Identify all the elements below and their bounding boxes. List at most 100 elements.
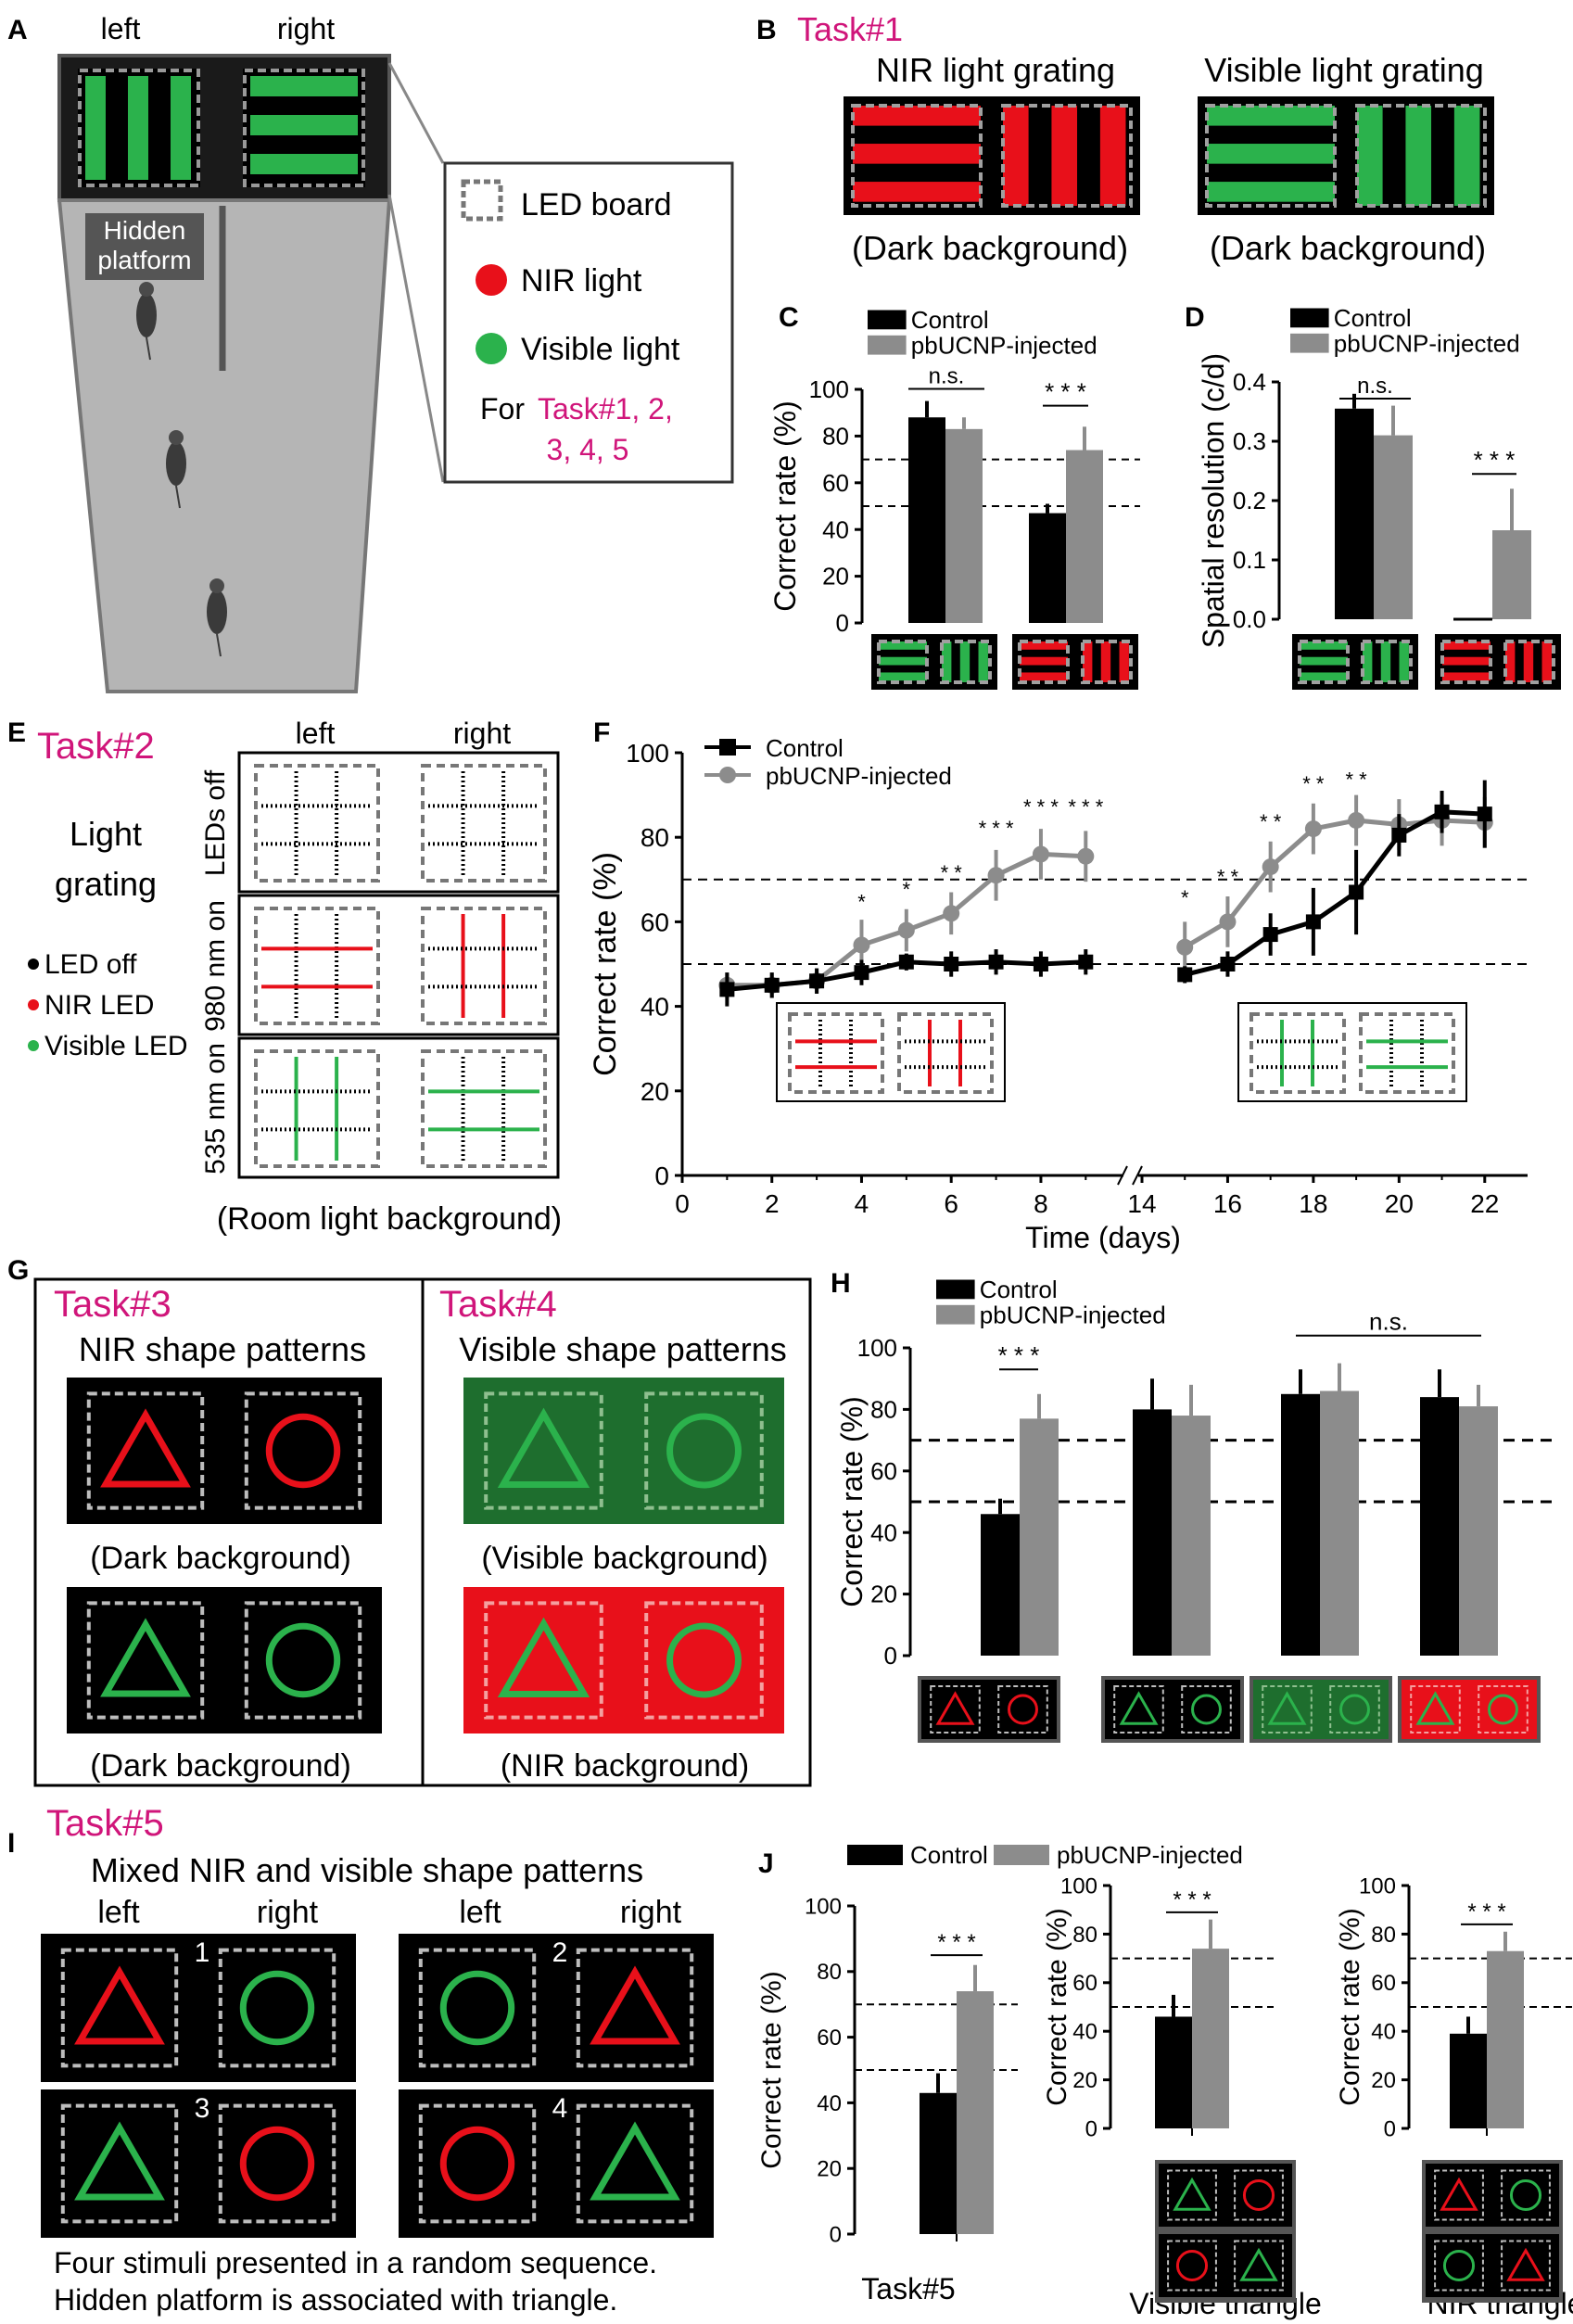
triangle-shape	[1239, 2247, 1278, 2281]
legend-swatch-control	[847, 1845, 903, 1865]
y-tick-label: 0	[884, 1642, 897, 1670]
callout-line	[387, 62, 445, 164]
triangle-shape	[497, 1407, 590, 1489]
grating-bar	[1541, 641, 1552, 682]
col-left-label: left	[296, 717, 336, 750]
significance-label: * * *	[998, 1341, 1040, 1369]
inset-box	[776, 1002, 1006, 1102]
led-board-outline	[484, 1391, 603, 1510]
footnote-1: Four stimuli presented in a random seque…	[54, 2246, 657, 2280]
y-tick-label: 60	[1371, 1971, 1396, 1996]
circle-shape	[666, 1413, 742, 1489]
point-control	[809, 973, 825, 989]
x-tick-label: 14	[1127, 1189, 1156, 1218]
legend-injected-label: pbUCNP-injected	[1057, 1841, 1243, 1869]
legend-injected-label: pbUCNP-injected	[980, 1301, 1166, 1328]
legend-vis-dot	[28, 1040, 39, 1051]
led-board-outline	[930, 1685, 981, 1733]
grating-bar	[1051, 106, 1078, 206]
legend-swatch-injected	[994, 1845, 1049, 1865]
grating-stimulus	[936, 636, 996, 688]
col-right-label: right	[620, 1895, 682, 1930]
led-board-outline	[1262, 1685, 1313, 1733]
x-tick-label: 18	[1299, 1189, 1327, 1218]
circle-shape	[1509, 2178, 1542, 2212]
row-980-label: 980 nm on	[200, 900, 231, 1032]
y-tick-label: 60	[817, 2026, 842, 2051]
legend-tasks-line2: 3, 4, 5	[547, 433, 629, 466]
significance-star: *	[903, 878, 911, 901]
stimulus-bg	[41, 1934, 356, 2082]
led-board-outline	[576, 2103, 694, 2224]
y-tick-label: 100	[1359, 1873, 1396, 1899]
x-tick-label: 0	[675, 1189, 690, 1218]
y-tick-label: 80	[817, 1960, 842, 1985]
stimulus-bg	[1159, 2234, 1292, 2297]
circle-shape	[239, 1970, 315, 2046]
circle-shape	[1442, 2249, 1476, 2282]
legend-injected-marker	[719, 767, 736, 783]
point-injected	[1176, 938, 1194, 956]
label-right: right	[277, 12, 335, 45]
shape-stimulus	[921, 1680, 1057, 1739]
grating-bar	[1207, 182, 1335, 202]
x-tick-label: 8	[1034, 1189, 1048, 1218]
legend-off-label: LED off	[44, 949, 137, 980]
shape-stimulus	[399, 2089, 714, 2238]
callout-line	[387, 194, 445, 483]
legend-box	[443, 161, 734, 484]
panel-i: Task#5 Mixed NIR and visible shape patter…	[41, 1803, 714, 2317]
dark-bg-caption: (Dark background)	[90, 1541, 351, 1576]
grating-bar	[1300, 672, 1348, 681]
inset-box	[1237, 1002, 1467, 1102]
stimulus-bg	[399, 2089, 714, 2238]
shape-stimulus	[1426, 2164, 1559, 2227]
point-injected	[897, 921, 915, 939]
room-light-caption: (Room light background)	[217, 1201, 562, 1237]
shape-stimulus	[1426, 2234, 1559, 2297]
led-board-outline	[788, 1012, 884, 1094]
triangle-shape	[100, 1618, 191, 1697]
point-control	[1477, 806, 1492, 822]
grating-bar	[1300, 656, 1348, 666]
x-tick-label: 22	[1470, 1189, 1499, 1218]
led-board-outline	[1205, 104, 1337, 208]
significance-star: *	[857, 891, 866, 914]
chart-j: Control pbUCNP-injected 0 20 40 60 80 100 Correc…	[756, 1841, 1573, 2320]
panel-letter-F: F	[593, 718, 610, 748]
stimulus-number: 3	[195, 2093, 210, 2124]
legend-nir-dot	[476, 264, 507, 296]
significance-star: * *	[1217, 865, 1239, 888]
y-tick-label: 20	[641, 1077, 669, 1106]
led-grid	[421, 907, 547, 1025]
significance-label: * * *	[937, 1930, 975, 1955]
led-board-outline	[1434, 2169, 1484, 2221]
grating-bar	[1003, 106, 1029, 206]
point-control	[1177, 967, 1193, 983]
y-tick-label: 20	[817, 2157, 842, 2182]
y-tick-label: 100	[805, 1894, 842, 1919]
series-line-control	[1184, 809, 1485, 977]
y-tick-label: 0	[1085, 2116, 1097, 2141]
bar-control	[1450, 2033, 1487, 2128]
grating-bar	[1207, 106, 1335, 126]
label-left: left	[101, 12, 141, 45]
mouse-head	[209, 578, 224, 593]
triangle-shape	[74, 1965, 165, 2045]
chart-f: 0 20 40 60 80 100 0 2 4 6 8 14 16 18 20 22 Time (days) Co…	[588, 734, 1528, 1254]
led-board-outline	[421, 764, 547, 883]
led-grid	[421, 1049, 547, 1168]
point-control	[1220, 957, 1236, 972]
y-tick-label: 80	[641, 823, 669, 852]
led-board-outline	[851, 104, 983, 208]
mouse-head	[169, 430, 184, 445]
grating-stimulus	[847, 100, 986, 211]
panel-letter-B: B	[756, 15, 777, 45]
y-tick-label: 60	[822, 469, 849, 497]
x-tick-label: 4	[855, 1189, 869, 1218]
y-tick-label: 60	[1072, 1971, 1097, 1996]
point-injected	[1262, 858, 1279, 876]
